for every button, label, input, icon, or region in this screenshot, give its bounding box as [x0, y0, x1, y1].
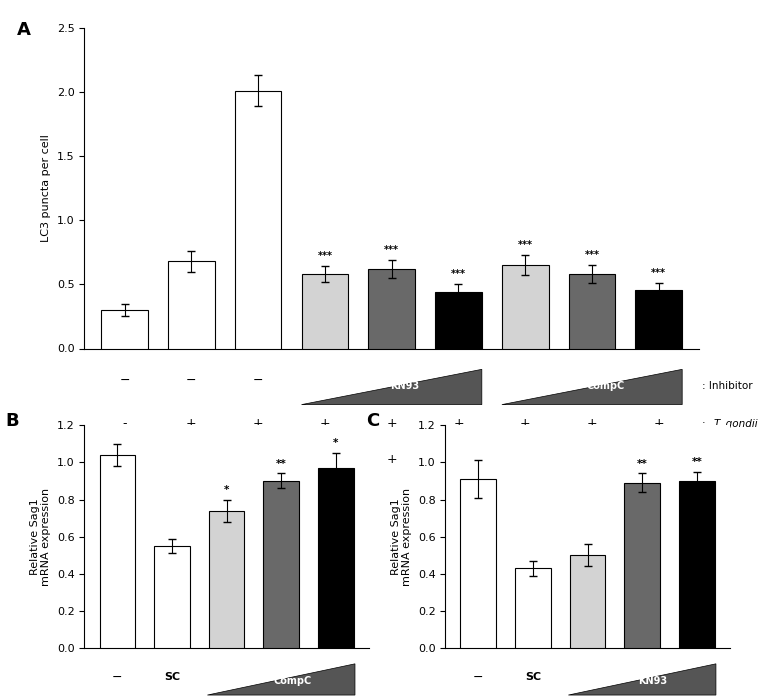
- Text: ***: ***: [651, 268, 667, 278]
- Bar: [515, 568, 551, 648]
- Text: −: −: [112, 671, 123, 684]
- Bar: [570, 556, 605, 648]
- Bar: [235, 91, 282, 348]
- Text: +: +: [386, 452, 397, 466]
- Text: ***: ***: [384, 245, 399, 255]
- Text: −: −: [473, 671, 484, 684]
- Text: +: +: [654, 452, 664, 466]
- Text: SC: SC: [525, 672, 541, 682]
- Polygon shape: [502, 369, 682, 404]
- Y-axis label: Relative Sag1
mRNA expression: Relative Sag1 mRNA expression: [30, 488, 51, 585]
- Text: **: **: [276, 459, 286, 469]
- Text: -: -: [189, 452, 194, 466]
- Y-axis label: LC3 puncta per cell: LC3 puncta per cell: [41, 135, 51, 242]
- Bar: [635, 289, 682, 348]
- Y-axis label: Relative Sag1
mRNA expression: Relative Sag1 mRNA expression: [391, 488, 412, 585]
- Polygon shape: [207, 664, 355, 695]
- Text: : RSV: : RSV: [702, 454, 730, 464]
- Text: **: **: [691, 457, 702, 467]
- Bar: [502, 265, 548, 348]
- Bar: [679, 481, 714, 648]
- Text: T. gondii: T. gondii: [713, 419, 757, 429]
- Text: -: -: [122, 452, 127, 466]
- Text: ***: ***: [451, 269, 466, 279]
- Bar: [369, 269, 415, 348]
- Text: C: C: [366, 412, 379, 430]
- Bar: [568, 274, 615, 348]
- Bar: [461, 479, 496, 648]
- Text: +: +: [520, 452, 531, 466]
- Text: :: :: [702, 419, 709, 429]
- Text: +: +: [253, 418, 263, 430]
- Bar: [209, 511, 244, 648]
- Text: +: +: [453, 418, 464, 430]
- Text: +: +: [453, 452, 464, 466]
- Text: +: +: [186, 418, 197, 430]
- Text: B: B: [5, 412, 18, 430]
- Text: **: **: [637, 459, 647, 469]
- Text: SC: SC: [164, 672, 180, 682]
- Text: −: −: [253, 374, 263, 387]
- Text: +: +: [520, 418, 531, 430]
- Text: −: −: [119, 374, 130, 387]
- Bar: [100, 455, 135, 648]
- Bar: [168, 261, 215, 348]
- Text: ***: ***: [317, 252, 333, 261]
- Text: KN93: KN93: [390, 381, 419, 391]
- Text: KN93: KN93: [638, 675, 667, 686]
- Text: +: +: [386, 418, 397, 430]
- Bar: [318, 468, 353, 648]
- Text: *: *: [333, 438, 339, 448]
- Text: +: +: [319, 452, 330, 466]
- Bar: [624, 483, 660, 648]
- Text: ***: ***: [518, 240, 533, 250]
- Polygon shape: [568, 664, 716, 695]
- Text: ***: ***: [584, 250, 600, 260]
- Text: CompC: CompC: [586, 381, 624, 391]
- Bar: [154, 546, 190, 648]
- Text: : Inhibitor: : Inhibitor: [702, 381, 753, 391]
- Text: A: A: [17, 22, 31, 40]
- Text: -: -: [122, 418, 127, 430]
- Text: +: +: [654, 418, 664, 430]
- Bar: [101, 310, 148, 348]
- Bar: [302, 274, 348, 348]
- Bar: [263, 481, 299, 648]
- Text: +: +: [587, 418, 598, 430]
- Text: CompC: CompC: [273, 675, 311, 686]
- Text: −: −: [186, 374, 197, 387]
- Text: +: +: [319, 418, 330, 430]
- Text: +: +: [253, 452, 263, 466]
- Text: *: *: [224, 485, 229, 495]
- Text: +: +: [587, 452, 598, 466]
- Bar: [435, 292, 482, 348]
- Polygon shape: [302, 369, 482, 404]
